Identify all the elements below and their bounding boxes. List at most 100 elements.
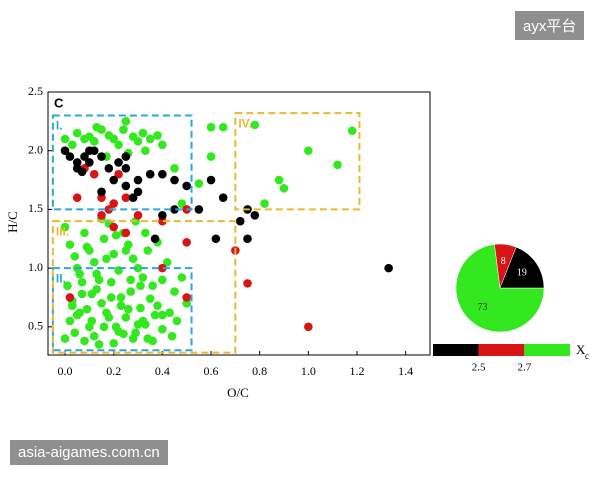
point — [260, 199, 269, 208]
y-tick-label: 2.5 — [28, 84, 43, 98]
point — [104, 219, 114, 228]
point — [102, 254, 111, 264]
point — [119, 228, 128, 238]
point — [133, 210, 143, 220]
point — [141, 320, 150, 329]
panel-label: C — [54, 95, 64, 110]
point — [121, 152, 131, 161]
point — [128, 334, 138, 343]
point — [109, 222, 118, 232]
point — [158, 140, 167, 150]
point — [170, 287, 179, 296]
point — [65, 316, 75, 326]
point — [194, 205, 204, 214]
point — [85, 246, 94, 255]
point — [206, 122, 216, 132]
region-label: IV. — [238, 116, 252, 130]
point — [77, 277, 87, 287]
pie-slice — [455, 244, 545, 333]
point — [109, 338, 118, 348]
point — [182, 205, 191, 214]
point — [92, 284, 101, 294]
region-label: III. — [56, 224, 69, 238]
point — [65, 240, 75, 249]
region-box — [51, 114, 193, 211]
point — [243, 205, 252, 214]
point — [158, 324, 167, 334]
point — [128, 132, 138, 141]
point — [170, 175, 179, 185]
point — [102, 152, 111, 161]
point — [89, 146, 99, 156]
point — [128, 193, 138, 202]
point — [116, 293, 126, 302]
point — [104, 164, 114, 173]
point — [60, 134, 70, 144]
point — [109, 249, 118, 259]
point — [138, 316, 148, 326]
x-tick-label: 1.2 — [350, 364, 365, 378]
x-tick-label: 0.2 — [106, 364, 121, 378]
colorbar-segment — [524, 344, 570, 356]
point — [68, 296, 77, 306]
point — [77, 289, 87, 299]
point — [206, 152, 216, 161]
point — [148, 336, 157, 346]
region-box — [51, 267, 193, 352]
point — [182, 181, 191, 191]
point — [126, 287, 136, 296]
point — [131, 216, 140, 226]
point — [72, 193, 82, 202]
point — [97, 193, 106, 202]
point — [72, 310, 82, 320]
point — [133, 263, 143, 273]
watermark: ayx平台 — [515, 11, 585, 40]
point — [114, 158, 123, 167]
point — [92, 269, 101, 279]
pie-label: 73 — [478, 302, 488, 313]
point — [211, 234, 221, 244]
point — [231, 246, 240, 255]
point — [116, 301, 126, 310]
point — [182, 237, 191, 247]
point — [182, 293, 191, 302]
point — [121, 228, 131, 238]
point — [133, 187, 143, 197]
point — [109, 175, 118, 185]
point — [133, 320, 143, 329]
point — [60, 222, 70, 232]
point — [104, 205, 114, 214]
point — [97, 152, 106, 161]
point — [274, 175, 284, 185]
point — [114, 327, 123, 336]
point — [218, 193, 228, 202]
x-tick-label: 0.0 — [58, 364, 73, 378]
point — [121, 313, 131, 322]
point — [87, 289, 97, 299]
x-tick-label: 0.6 — [204, 364, 219, 378]
point — [136, 281, 145, 291]
point — [72, 158, 82, 167]
point — [165, 308, 174, 318]
point — [60, 334, 70, 343]
point — [114, 169, 123, 179]
point — [177, 199, 187, 208]
point — [106, 277, 116, 287]
point — [63, 281, 72, 291]
point — [72, 164, 82, 173]
point — [136, 303, 145, 313]
point — [89, 331, 99, 341]
point — [94, 275, 104, 285]
point — [126, 275, 136, 285]
point — [121, 246, 131, 255]
point — [104, 313, 114, 322]
pie-label: 8 — [501, 256, 506, 267]
point — [143, 334, 153, 343]
point — [131, 328, 140, 337]
point — [162, 257, 172, 267]
point — [153, 301, 162, 310]
colorbar-label: X — [576, 342, 586, 357]
point — [141, 146, 150, 156]
